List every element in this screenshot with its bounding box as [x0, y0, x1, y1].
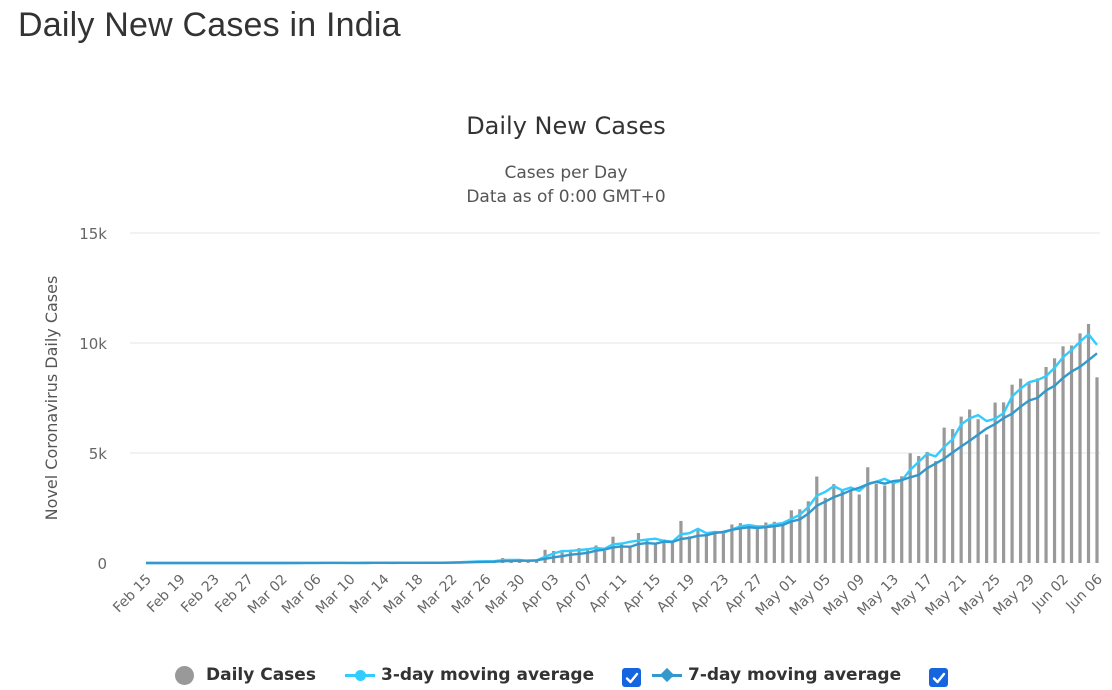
daily-cases-bar: [934, 461, 938, 563]
daily-cases-bar: [1086, 323, 1091, 563]
daily-cases-bar: [806, 501, 810, 563]
line-circle-marker-icon: [345, 666, 375, 685]
checkmark-icon: [625, 672, 638, 683]
daily-cases-bar: [628, 545, 632, 563]
daily-cases-bar: [908, 453, 912, 563]
three-day-average-line: [146, 333, 1098, 565]
y-axis-title: Novel Coronavirus Daily Cases: [42, 276, 61, 521]
daily-cases-bar: [883, 485, 887, 563]
chart-legend: Daily Cases 3-day moving average 7-day m…: [0, 660, 1112, 690]
daily-cases-bar: [1052, 358, 1057, 563]
y-tick-label: 0: [97, 555, 107, 573]
legend-label-daily-cases: Daily Cases: [206, 665, 316, 685]
seven-day-average-line: [146, 352, 1098, 565]
daily-cases-bar: [942, 427, 946, 563]
legend-label-3-day-average: 3-day moving average: [381, 665, 595, 685]
daily-cases-bar: [619, 543, 624, 563]
daily-cases-bar: [1044, 367, 1048, 563]
daily-cases-bar: [832, 484, 836, 563]
daily-cases-bar: [670, 542, 675, 563]
daily-cases-bar: [645, 540, 649, 563]
checkmark-icon: [932, 672, 945, 683]
daily-cases-bar: [900, 476, 904, 563]
daily-cases-bar: [968, 409, 972, 563]
moving-average-lines: [146, 333, 1098, 565]
daily-cases-bar: [662, 539, 666, 563]
daily-cases-bar: [798, 509, 802, 563]
daily-cases-bar: [738, 523, 742, 563]
daily-cases-bar: [602, 550, 607, 563]
daily-cases-bar: [704, 534, 709, 563]
y-tick-label: 10k: [79, 335, 107, 353]
daily-cases-bar: [568, 549, 573, 563]
x-tick-label: Jun 06: [1063, 571, 1106, 614]
daily-cases-bar: [764, 522, 768, 563]
legend-item-daily-cases[interactable]: Daily Cases: [175, 660, 316, 690]
daily-cases-bar: [653, 543, 658, 563]
daily-cases-bar: [636, 532, 641, 563]
daily-cases-bar: [789, 510, 793, 563]
daily-cases-bar: [840, 488, 844, 563]
daily-cases-bar: [823, 497, 827, 563]
daily-cases-bar: [874, 483, 878, 563]
daily-cases-bar: [577, 548, 581, 563]
daily-cases-bar: [951, 429, 955, 563]
checkbox-7-day-average[interactable]: [929, 668, 948, 687]
daily-cases-bar: [1061, 346, 1065, 563]
daily-cases-bar: [849, 489, 853, 563]
daily-cases-bar: [781, 524, 785, 563]
daily-cases-bar: [1001, 402, 1006, 563]
checkbox-3-day-average[interactable]: [622, 668, 641, 687]
y-tick-label: 5k: [89, 445, 108, 463]
y-gridlines: [130, 232, 1100, 454]
daily-cases-bar: [917, 455, 921, 563]
daily-cases-bar: [747, 527, 751, 563]
daily-cases-bar: [611, 536, 615, 563]
daily-cases-bar: [721, 531, 725, 563]
daily-cases-bar: [560, 552, 564, 563]
daily-cases-bar: [891, 480, 895, 563]
daily-cases-bar: [1027, 383, 1031, 563]
daily-cases-bar: [687, 536, 692, 563]
chart-title: Daily New Cases: [466, 112, 666, 140]
page-title: Daily New Cases in India: [18, 6, 401, 44]
daily-cases-bar: [755, 528, 759, 563]
daily-cases-bar: [857, 494, 861, 563]
daily-cases-bar: [1095, 377, 1099, 563]
daily-cases-chart: Daily New Cases Cases per Day Data as of…: [42, 112, 1106, 619]
daily-cases-swatch-icon: [175, 665, 194, 685]
daily-cases-bar: [1069, 345, 1074, 563]
daily-cases-bar: [594, 545, 598, 563]
daily-cases-bar: [925, 451, 929, 563]
daily-cases-bar: [1078, 333, 1082, 563]
legend-item-7-day-average[interactable]: 7-day moving average: [652, 660, 901, 690]
daily-cases-bars: [271, 323, 1099, 563]
daily-cases-bar: [1010, 384, 1014, 563]
daily-cases-bar: [696, 529, 700, 563]
line-diamond-marker-icon: [652, 666, 682, 685]
daily-cases-bar: [772, 521, 776, 563]
daily-cases-bar: [985, 434, 989, 563]
daily-cases-bar: [1035, 378, 1040, 563]
y-tick-label: 15k: [79, 225, 107, 243]
daily-cases-bar: [679, 520, 683, 563]
daily-cases-bar: [730, 524, 734, 563]
y-axis-ticks: 0 5k 10k 15k: [79, 225, 107, 573]
daily-cases-bar: [713, 532, 717, 563]
daily-cases-bar: [815, 476, 819, 563]
daily-cases-bar: [993, 402, 997, 563]
daily-cases-bar: [866, 467, 870, 563]
daily-cases-bar: [976, 419, 980, 563]
daily-cases-bar: [585, 549, 590, 563]
daily-cases-bar: [959, 416, 963, 563]
chart-subtitle-line-1: Cases per Day: [504, 163, 627, 183]
legend-item-3-day-average[interactable]: 3-day moving average: [345, 660, 594, 690]
chart-subtitle-line-2: Data as of 0:00 GMT+0: [466, 187, 665, 207]
x-tick-label: Jun 02: [1029, 572, 1072, 615]
legend-label-7-day-average: 7-day moving average: [688, 665, 902, 685]
daily-cases-bar: [1018, 378, 1023, 563]
